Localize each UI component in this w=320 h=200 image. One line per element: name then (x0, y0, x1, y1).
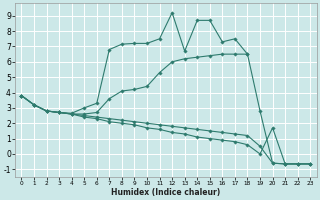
X-axis label: Humidex (Indice chaleur): Humidex (Indice chaleur) (111, 188, 220, 197)
